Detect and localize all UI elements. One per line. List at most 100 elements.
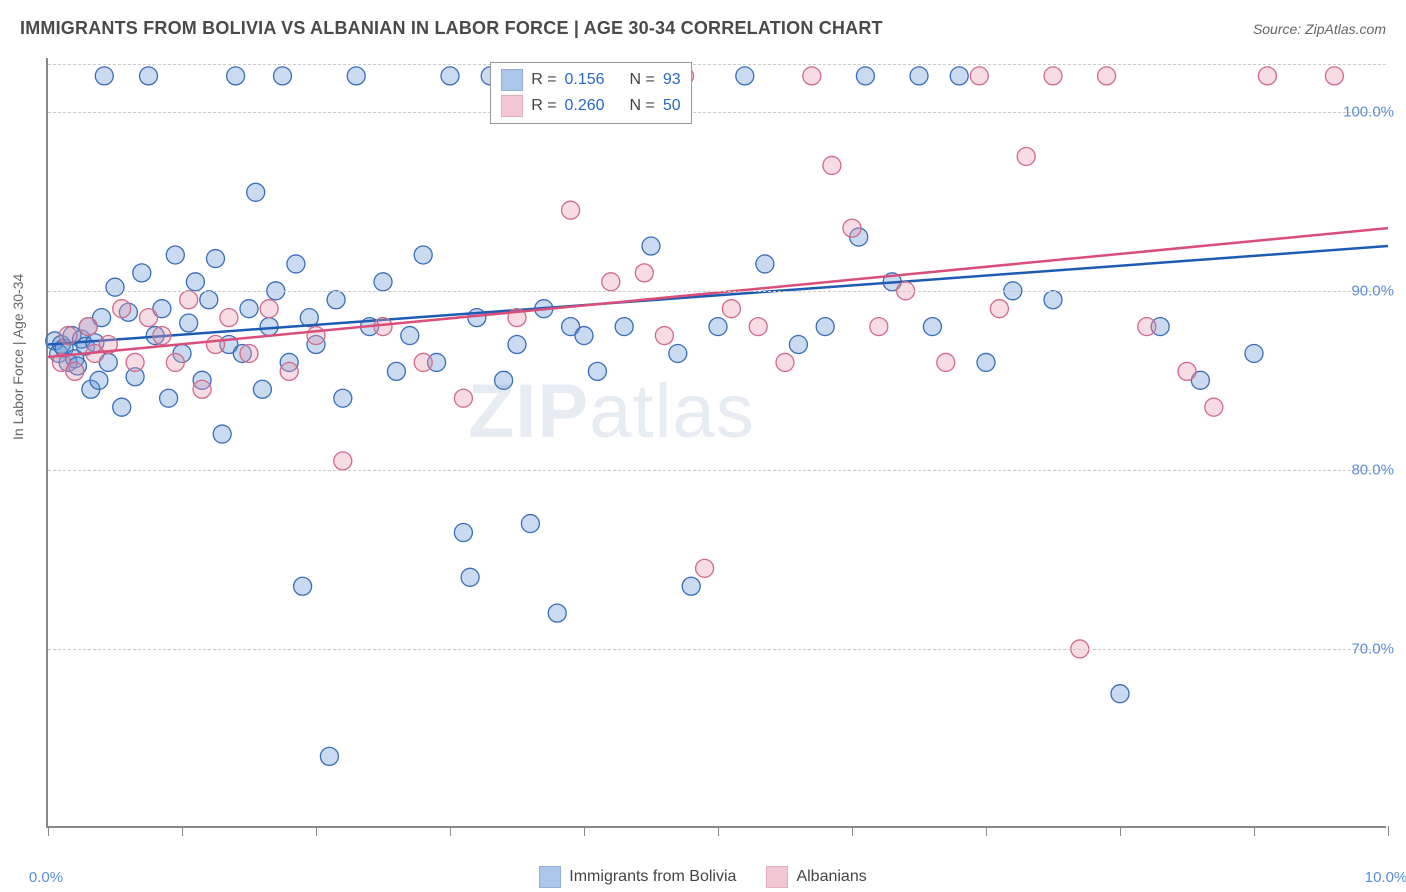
legend-n-label: N = [629, 71, 654, 89]
scatter-point [140, 67, 158, 85]
legend-swatch [501, 95, 523, 117]
x-tick [1388, 826, 1389, 836]
scatter-point [548, 604, 566, 622]
y-tick-label: 70.0% [1351, 640, 1394, 657]
gridline [48, 291, 1386, 292]
trend-line [48, 228, 1388, 357]
scatter-point [220, 309, 238, 327]
scatter-point [95, 67, 113, 85]
scatter-point [642, 237, 660, 255]
scatter-point [776, 353, 794, 371]
legend-r-label: R = [531, 97, 556, 115]
legend-label: Immigrants from Bolivia [569, 868, 736, 886]
scatter-point [843, 219, 861, 237]
scatter-point [602, 273, 620, 291]
chart-plot-area: ZIPatlas R = 0.156 N = 93R = 0.260 N = 5… [46, 58, 1386, 828]
scatter-point [789, 336, 807, 354]
gridline [48, 470, 1386, 471]
scatter-point [823, 156, 841, 174]
scatter-point [140, 309, 158, 327]
scatter-point [736, 67, 754, 85]
scatter-point [696, 559, 714, 577]
scatter-point [180, 291, 198, 309]
gridline [48, 64, 1386, 65]
scatter-point [749, 318, 767, 336]
scatter-point [327, 291, 345, 309]
scatter-point [454, 524, 472, 542]
scatter-point [79, 318, 97, 336]
scatter-point [1138, 318, 1156, 336]
legend-stats-row: R = 0.260 N = 50 [501, 93, 680, 119]
scatter-point [180, 314, 198, 332]
scatter-point [709, 318, 727, 336]
chart-title: IMMIGRANTS FROM BOLIVIA VS ALBANIAN IN L… [20, 18, 883, 39]
scatter-point [387, 362, 405, 380]
scatter-point [166, 353, 184, 371]
legend-item: Albanians [766, 866, 866, 888]
scatter-point [200, 291, 218, 309]
legend-stats-row: R = 0.156 N = 93 [501, 67, 680, 93]
scatter-point [414, 353, 432, 371]
legend-r-label: R = [531, 71, 556, 89]
scatter-point [126, 353, 144, 371]
scatter-point [508, 336, 526, 354]
gridline [48, 112, 1386, 113]
x-tick [852, 826, 853, 836]
scatter-point [166, 246, 184, 264]
x-tick [986, 826, 987, 836]
scatter-point [635, 264, 653, 282]
scatter-point [213, 425, 231, 443]
scatter-point [461, 568, 479, 586]
x-tick [48, 826, 49, 836]
x-tick [1120, 826, 1121, 836]
scatter-point [227, 67, 245, 85]
scatter-point [186, 273, 204, 291]
scatter-point [454, 389, 472, 407]
scatter-point [1017, 147, 1035, 165]
scatter-point [247, 183, 265, 201]
scatter-point [253, 380, 271, 398]
scatter-point [207, 250, 225, 268]
scatter-point [66, 362, 84, 380]
scatter-point [615, 318, 633, 336]
scatter-point [1111, 685, 1129, 703]
chart-header: IMMIGRANTS FROM BOLIVIA VS ALBANIAN IN L… [20, 18, 1386, 39]
scatter-point [90, 371, 108, 389]
scatter-point [133, 264, 151, 282]
scatter-point [722, 300, 740, 318]
x-tick [316, 826, 317, 836]
x-tick-label: 10.0% [1365, 869, 1406, 886]
legend-swatch [501, 69, 523, 91]
y-tick-label: 90.0% [1351, 282, 1394, 299]
scatter-point [562, 201, 580, 219]
scatter-point [320, 747, 338, 765]
scatter-point [1178, 362, 1196, 380]
x-tick [718, 826, 719, 836]
scatter-point [588, 362, 606, 380]
legend-label: Albanians [796, 868, 866, 886]
scatter-point [441, 67, 459, 85]
scatter-point [495, 371, 513, 389]
scatter-point [1258, 67, 1276, 85]
x-tick [182, 826, 183, 836]
scatter-point [374, 273, 392, 291]
scatter-point [294, 577, 312, 595]
legend-item: Immigrants from Bolivia [539, 866, 736, 888]
y-axis-label: In Labor Force | Age 30-34 [10, 274, 26, 440]
scatter-point [334, 452, 352, 470]
gridline [48, 649, 1386, 650]
scatter-point [977, 353, 995, 371]
scatter-point [113, 300, 131, 318]
scatter-point [401, 327, 419, 345]
scatter-point [113, 398, 131, 416]
scatter-point [1205, 398, 1223, 416]
scatter-point [240, 300, 258, 318]
scatter-point [1044, 291, 1062, 309]
scatter-point [160, 389, 178, 407]
legend-r-value: 0.260 [565, 97, 605, 115]
legend-n-value: 50 [663, 97, 681, 115]
scatter-point [334, 389, 352, 407]
scatter-point [756, 255, 774, 273]
legend-stats: R = 0.156 N = 93R = 0.260 N = 50 [490, 62, 691, 124]
scatter-point [910, 67, 928, 85]
